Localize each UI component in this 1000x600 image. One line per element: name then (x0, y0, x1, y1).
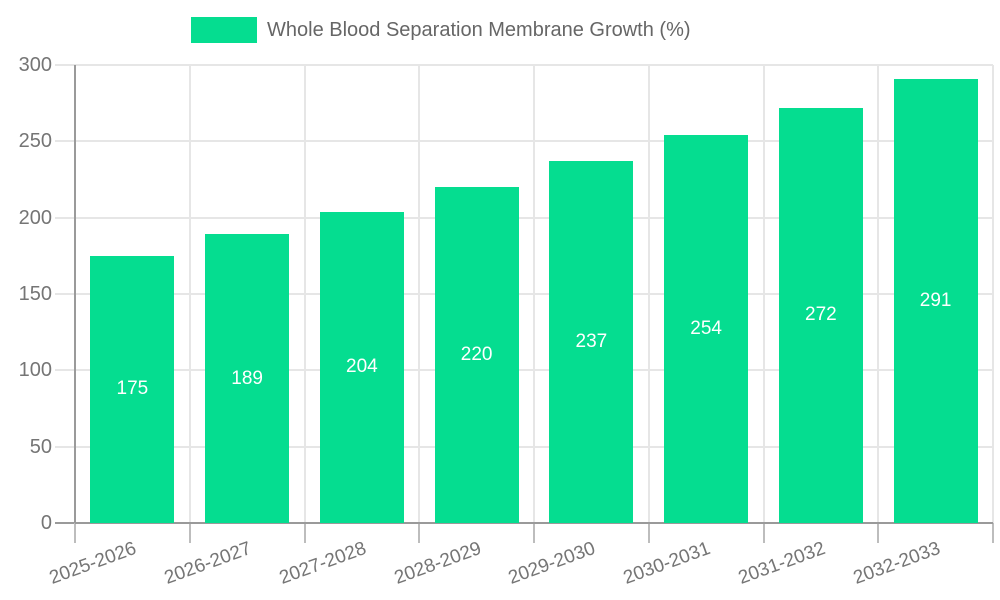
y-tick-label: 150 (18, 283, 52, 305)
y-axis-tick (55, 64, 75, 66)
legend-swatch (191, 17, 257, 43)
y-axis-tick (55, 293, 75, 295)
y-tick-label: 200 (18, 206, 52, 229)
bar[interactable] (549, 161, 634, 523)
v-gridline (418, 65, 421, 523)
bar-value-label: 291 (919, 289, 952, 311)
v-gridline (647, 65, 650, 523)
bar[interactable] (434, 187, 519, 523)
y-tick-label: 50 (29, 435, 52, 458)
bar-value-label: 204 (346, 356, 378, 378)
x-axis-line (75, 522, 993, 524)
y-tick-label: 250 (18, 130, 52, 153)
v-gridline (877, 65, 880, 523)
bar-value-label: 220 (460, 344, 493, 366)
bar-value-label: 189 (231, 367, 263, 389)
y-tick-label: 0 (40, 512, 52, 534)
y-axis-tick (55, 369, 75, 372)
y-axis-tick (55, 140, 75, 143)
x-axis-tick (533, 523, 535, 543)
y-axis-tick (55, 522, 75, 524)
bar-value-label: 175 (116, 378, 149, 400)
bar-value-label: 237 (575, 331, 608, 353)
x-axis-tick (303, 523, 306, 543)
bar-value-label: 254 (690, 318, 722, 340)
bar[interactable] (664, 135, 749, 523)
y-axis-tick (55, 445, 75, 448)
x-axis-tick (877, 523, 880, 543)
x-axis-tick (647, 523, 650, 543)
v-gridline (762, 65, 765, 523)
bar[interactable] (205, 234, 290, 523)
v-gridline (992, 65, 994, 523)
bar[interactable] (90, 255, 175, 523)
v-gridline (533, 65, 535, 523)
y-tick-label: 100 (18, 359, 52, 382)
chart-legend[interactable]: Whole Blood Separation Membrane Growth (… (191, 17, 691, 43)
v-gridline (303, 65, 306, 523)
bar[interactable] (319, 211, 404, 523)
x-axis-tick (992, 523, 994, 543)
bar[interactable] (893, 78, 978, 523)
y-axis-line (74, 65, 76, 523)
x-axis-tick (74, 523, 76, 543)
bar[interactable] (778, 107, 863, 523)
y-tick-label: 300 (18, 54, 52, 76)
x-axis-tick (188, 523, 191, 543)
bar-value-label: 272 (805, 304, 837, 326)
y-axis-tick (55, 216, 75, 219)
x-axis-tick (418, 523, 421, 543)
x-axis-tick (762, 523, 765, 543)
v-gridline (188, 65, 191, 523)
legend-label: Whole Blood Separation Membrane Growth (… (267, 18, 691, 41)
